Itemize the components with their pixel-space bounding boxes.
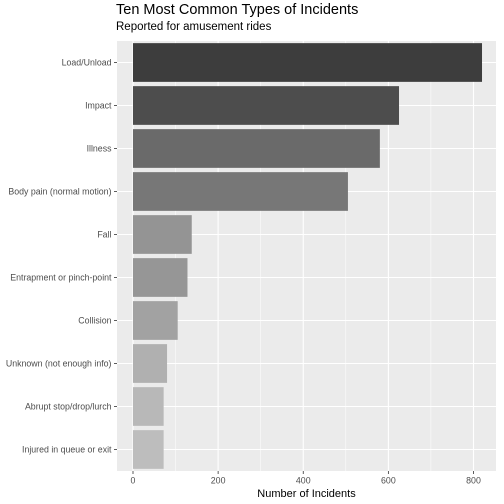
x-axis-title: Number of Incidents (257, 488, 356, 500)
bar (133, 43, 483, 82)
bar (133, 129, 380, 168)
y-tick-label: Load/Unload (62, 58, 112, 68)
x-tick-label: 200 (211, 476, 226, 486)
y-tick-label: Injured in queue or exit (22, 445, 112, 455)
y-tick-label: Unknown (not enough info) (6, 359, 112, 369)
x-tick-label: 400 (296, 476, 311, 486)
y-tick-label: Impact (85, 101, 112, 111)
x-tick-label: 600 (381, 476, 396, 486)
bar (133, 387, 164, 426)
x-tick-label: 0 (131, 476, 136, 486)
chart-subtitle: Reported for amusement rides (116, 21, 272, 33)
y-tick-label: Fall (97, 230, 111, 240)
bar (133, 172, 348, 211)
chart-title: Ten Most Common Types of Incidents (116, 2, 359, 18)
y-tick-label: Body pain (normal motion) (8, 187, 111, 197)
x-tick-label: 800 (466, 476, 481, 486)
y-tick-label: Abrupt stop/drop/lurch (25, 402, 112, 412)
bar (133, 430, 164, 469)
y-tick-label: Entrapment or pinch-point (10, 273, 112, 283)
bar (133, 301, 178, 340)
bar (133, 344, 168, 383)
bar (133, 258, 188, 297)
y-tick-label: Illness (87, 144, 113, 154)
bar (133, 215, 192, 254)
y-tick-label: Collision (78, 316, 111, 326)
bar (133, 86, 400, 125)
